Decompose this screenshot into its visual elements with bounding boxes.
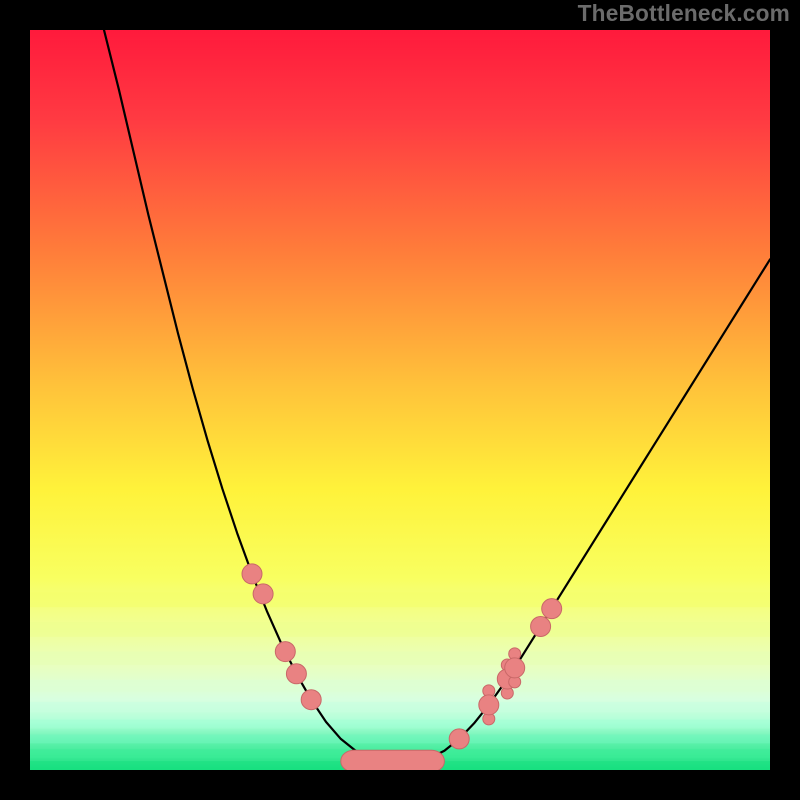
watermark-text: TheBottleneck.com	[578, 0, 790, 27]
stage: TheBottleneck.com	[0, 0, 800, 800]
bottleneck-curve-chart	[30, 30, 770, 770]
